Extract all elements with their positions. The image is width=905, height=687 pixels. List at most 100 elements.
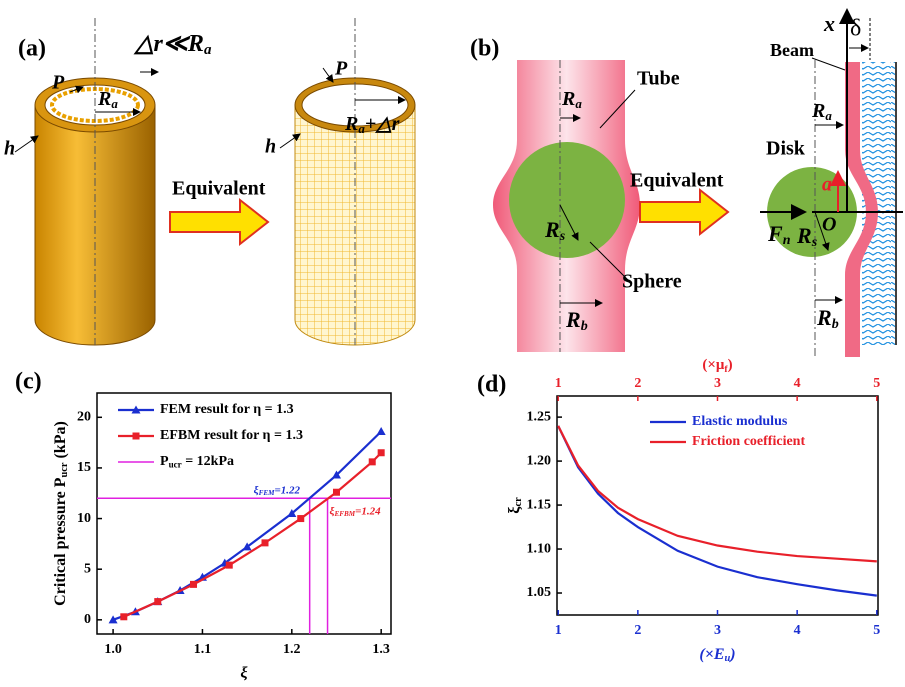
panel-label: (a)	[18, 36, 46, 62]
x2-axis-label-main: (×μ	[702, 357, 725, 373]
y-tick-label: 1.10	[527, 541, 552, 556]
condition: △r≪Ra	[133, 31, 212, 59]
arrow	[14, 135, 39, 153]
arrow	[322, 67, 334, 83]
radius: Ra	[561, 88, 582, 111]
x-tick-label: 4	[794, 623, 801, 638]
arrow	[69, 85, 84, 94]
y-tick-label: 1.05	[527, 585, 552, 600]
leader	[811, 57, 846, 71]
y-tick-label: 1.15	[527, 497, 552, 512]
disk-label: Disk	[766, 138, 806, 160]
y-tick-label: 15	[77, 460, 91, 475]
x-tick-label: 2	[634, 623, 641, 638]
radius: Rb	[816, 305, 839, 332]
x2-axis-label-sub: f	[724, 364, 728, 375]
panel-a: (a) △r≪Ra P Ra h Equivalent P Ra+△r h	[4, 18, 416, 346]
legend-label: FEM result for η = 1.3	[160, 402, 294, 417]
x-axis-label-suffix: )	[728, 646, 735, 663]
pressure: P	[334, 58, 348, 80]
x-axis-label: ξ	[240, 665, 248, 682]
y-tick-label: 1.25	[527, 409, 552, 424]
marker-label-sub: EFBM	[334, 510, 356, 518]
panel-label: (b)	[470, 36, 499, 62]
point	[368, 458, 376, 466]
leader	[599, 89, 636, 129]
series-line	[557, 425, 877, 597]
marker-label-main: ξ	[330, 505, 335, 517]
y-axis-label-sub: ucr	[59, 462, 70, 477]
marker-label: ξEFBM=1.24	[330, 505, 382, 518]
point	[297, 515, 305, 523]
marker-label-main: ξ	[254, 484, 259, 496]
origin: O	[822, 214, 836, 236]
x2-tick-label: 5	[873, 376, 880, 391]
series-line	[112, 430, 382, 621]
x-tick-label: 3	[714, 623, 721, 638]
y-axis-label-main: ξ	[506, 506, 523, 514]
point	[225, 561, 233, 569]
point	[287, 509, 297, 517]
point	[331, 470, 341, 479]
radius: Ra+△r	[344, 113, 400, 136]
x-tick-label: 1.1	[194, 642, 212, 657]
arrow	[559, 204, 579, 241]
arrow	[814, 211, 830, 251]
x-tick-label: 5	[873, 623, 880, 638]
beam-label: Beam	[770, 40, 814, 60]
arrow-label: Equivalent	[172, 178, 266, 200]
y-tick-label: 10	[77, 511, 91, 526]
y-axis-label-sub: cr	[513, 497, 524, 507]
legend-label-main: P	[160, 454, 169, 469]
x-tick-label: 1.3	[372, 642, 390, 657]
legend-label: Elastic modulus	[692, 414, 788, 429]
tube-label: Tube	[637, 68, 680, 90]
marker-label-suffix: =1.22	[275, 484, 301, 496]
pressure: P	[51, 72, 65, 94]
marker-label-suffix: =1.24	[355, 505, 381, 517]
point	[242, 542, 252, 551]
radius: Rs	[796, 223, 818, 250]
leader	[589, 241, 629, 281]
point	[261, 539, 269, 547]
x2-axis-label-suffix: )	[728, 357, 733, 373]
y-tick-label: 0	[84, 612, 91, 627]
radius: Ra	[811, 100, 832, 123]
arrow	[279, 133, 301, 149]
legend-label: Friction coefficient	[692, 434, 805, 449]
x2-tick-label: 1	[555, 376, 562, 391]
point	[332, 488, 340, 496]
x-axis-label-sub: u	[725, 653, 731, 664]
cylinder	[294, 104, 416, 346]
x-tick-label: 1	[555, 623, 562, 638]
y-axis-label: ξcr	[506, 497, 525, 514]
y-axis-label-main: Critical pressure P	[52, 477, 69, 606]
y-axis-label: Critical pressure Pucr (kPa)	[52, 421, 71, 606]
y-axis-label-suffix: (kPa)	[52, 421, 69, 462]
point	[190, 580, 198, 588]
legend-label: EFBM result for η = 1.3	[160, 428, 303, 443]
axis-label: x	[823, 11, 835, 36]
equivalent-arrow	[169, 197, 270, 247]
y-tick-label: 5	[84, 561, 91, 576]
cylinder	[34, 104, 156, 346]
legend-marker	[131, 405, 141, 414]
panel-b: (b) Ra Tube Rs Sphere Rb Equivalent x δ …	[470, 8, 903, 357]
y-tick-label: 1.20	[527, 453, 552, 468]
force: Fn	[767, 221, 791, 248]
legend-label-suffix: = 12kPa	[182, 454, 234, 469]
radius: Rs	[544, 217, 566, 244]
x-tick-label: 1.0	[104, 642, 122, 657]
point	[154, 598, 162, 606]
y-tick-label: 20	[77, 410, 91, 425]
beam	[845, 62, 878, 357]
point	[376, 426, 386, 435]
thickness: h	[265, 136, 276, 158]
marker-label-sub: FEM	[259, 489, 276, 497]
radius: Rb	[565, 307, 588, 334]
arrow-label: Equivalent	[630, 170, 724, 192]
radius: Ra	[97, 88, 118, 111]
point	[377, 449, 385, 457]
equivalent-arrow	[639, 187, 730, 237]
